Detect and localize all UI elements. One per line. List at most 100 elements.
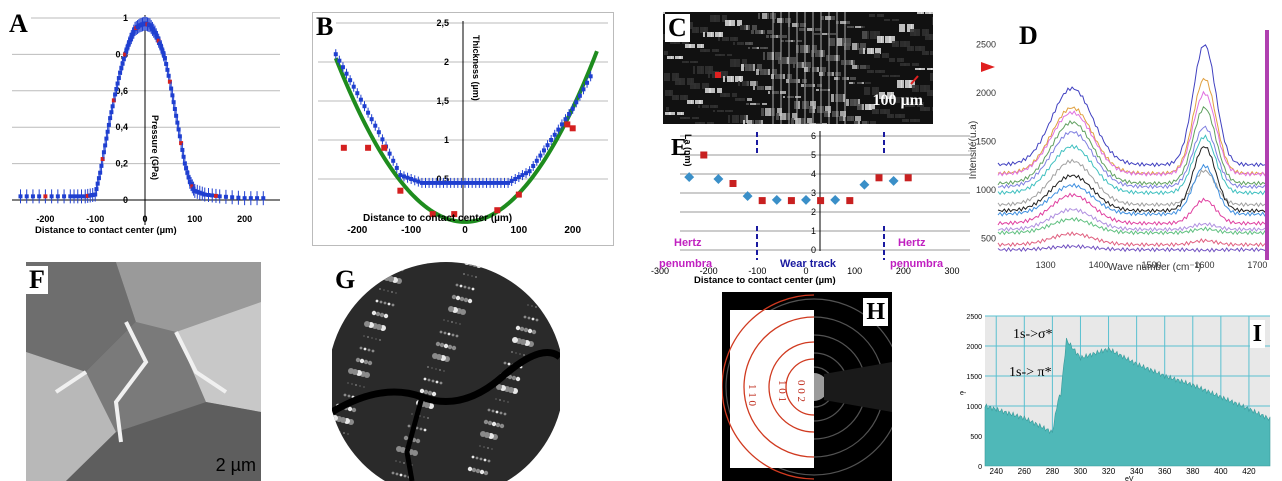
- c-texture: [800, 23, 806, 27]
- a-point: [96, 176, 101, 181]
- c-texture: [703, 32, 705, 37]
- c-texture: [727, 76, 732, 82]
- c-texture: [831, 72, 834, 76]
- g-particle: [343, 432, 345, 434]
- c-texture: [871, 70, 874, 73]
- c-texture: [746, 103, 749, 105]
- h-ring-label-1: 1 1 0: [746, 384, 758, 407]
- c-texture: [683, 78, 685, 85]
- g-particle: [487, 408, 491, 412]
- c-texture: [864, 87, 868, 95]
- a-point: [79, 194, 84, 199]
- d-xtick: 1500: [1142, 260, 1162, 270]
- g-particle: [387, 263, 393, 269]
- g-particle: [544, 294, 550, 300]
- g-particle: [415, 438, 421, 444]
- c-texture: [841, 60, 844, 65]
- c-texture: [697, 44, 702, 48]
- e-point-red: [758, 197, 766, 205]
- g-particle: [332, 262, 333, 263]
- g-particle: [343, 393, 347, 397]
- e-zone-right-2: penumbra: [890, 258, 944, 270]
- c-texture: [851, 26, 854, 28]
- g-particle: [523, 354, 525, 356]
- c-texture: [872, 87, 877, 95]
- e-xtick: -300: [651, 266, 669, 276]
- c-texture: [906, 97, 909, 103]
- c-texture: [761, 86, 764, 90]
- panel-b-xlabel: Distance to contact center (µm): [363, 213, 512, 224]
- c-texture: [805, 62, 811, 68]
- b-point: [369, 117, 374, 122]
- c-texture: [883, 70, 885, 73]
- c-texture: [664, 51, 668, 55]
- g-particle: [387, 290, 389, 292]
- g-particle: [528, 290, 534, 296]
- c-texture: [747, 98, 752, 101]
- g-particle: [527, 328, 533, 334]
- c-texture: [868, 87, 870, 95]
- c-texture: [805, 84, 811, 87]
- g-particle: [523, 315, 527, 319]
- c-texture: [863, 26, 865, 28]
- c-texture: [693, 44, 695, 48]
- c-texture: [768, 91, 770, 94]
- g-particle: [332, 441, 335, 445]
- c-texture: [847, 26, 852, 28]
- a-point: [114, 86, 119, 91]
- g-particle: [351, 383, 353, 385]
- c-texture: [718, 15, 720, 22]
- c-texture: [791, 118, 794, 124]
- c-texture: [846, 99, 849, 106]
- c-texture: [750, 103, 756, 105]
- b-point-red: [564, 121, 571, 128]
- g-particle: [467, 466, 473, 472]
- c-texture: [816, 89, 819, 91]
- c-texture: [773, 18, 775, 23]
- c-texture: [875, 48, 881, 54]
- g-particle: [555, 440, 559, 444]
- panel-i-xlabel: eV: [1125, 476, 1134, 481]
- g-particle: [448, 306, 454, 312]
- d-spectrum-line: [997, 163, 1268, 217]
- g-particle: [347, 433, 349, 435]
- c-texture: [695, 100, 701, 104]
- c-texture: [797, 40, 802, 42]
- b-point: [588, 74, 593, 79]
- g-particle: [471, 275, 473, 277]
- d-spectrum-line: [997, 77, 1268, 177]
- panel-g-image: [332, 262, 560, 481]
- g-particle: [512, 337, 518, 343]
- a-point: [121, 56, 126, 61]
- c-texture: [923, 46, 925, 51]
- b-point: [419, 180, 424, 185]
- d-ytick: 1500: [976, 137, 996, 147]
- e-point-blue: [830, 194, 841, 205]
- g-particle: [499, 423, 505, 429]
- c-texture: [812, 67, 817, 72]
- panel-g: G 0.5 µm: [332, 262, 560, 481]
- i-xtick: 300: [1074, 467, 1088, 476]
- c-texture: [877, 14, 882, 17]
- a-ytick: 0: [123, 195, 128, 205]
- c-texture: [703, 122, 705, 124]
- c-texture: [727, 54, 732, 56]
- a-point: [195, 189, 200, 194]
- c-texture: [698, 105, 700, 108]
- h-ring-dark: [725, 298, 892, 476]
- c-texture: [920, 107, 926, 111]
- g-particle: [447, 344, 453, 350]
- g-particle: [483, 446, 485, 448]
- c-texture: [737, 20, 742, 26]
- g-particle: [391, 471, 395, 475]
- b-point: [556, 127, 561, 132]
- g-particle: [423, 416, 425, 418]
- c-texture: [756, 47, 759, 49]
- c-texture: [785, 18, 791, 23]
- panel-i: 0 500 1000 1500 2000 2500 240 260 280 300 320 340 3…: [955, 310, 1275, 481]
- a-point: [197, 190, 202, 195]
- c-texture: [893, 58, 895, 62]
- b-point-red: [451, 211, 458, 218]
- g-particle: [380, 274, 386, 280]
- c-texture: [824, 111, 828, 117]
